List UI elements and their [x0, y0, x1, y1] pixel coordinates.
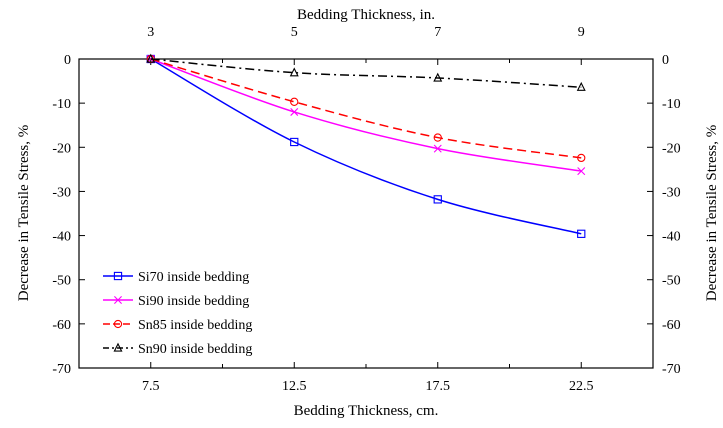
series-2: [146, 55, 586, 176]
data-point: [290, 137, 299, 147]
legend: Si70 inside bedding Si90 inside bedding Sn…: [103, 270, 252, 357]
x-bottom-tick-label: 22.5: [569, 379, 594, 394]
y-right-tick-label: -30: [662, 185, 681, 200]
data-point: [146, 53, 156, 63]
y-right-tick-label: -60: [662, 318, 681, 333]
legend-item: Sn85 inside bedding: [103, 318, 252, 333]
y-axis-right: 0 -10 -20 -30 -40 -50 -60 -70: [647, 53, 681, 377]
legend-item: Sn90 inside bedding: [103, 342, 252, 357]
data-point: [290, 107, 299, 116]
x-axis-top: 3 5 7 9: [147, 25, 585, 65]
x-axis-title-top: Bedding Thickness, in.: [297, 7, 435, 23]
y-left-tick-label: -10: [52, 97, 71, 112]
legend-label: Si90 inside bedding: [138, 294, 249, 309]
x-top-tick-label: 7: [434, 25, 441, 40]
x-axis-bottom: 7.5 12.5 17.5 22.5: [142, 362, 594, 394]
x-bottom-tick-label: 12.5: [282, 379, 307, 394]
series-3: [146, 54, 586, 163]
y-axis-title-left: Decrease in Tensile Stress, %: [16, 125, 32, 302]
legend-label: Sn90 inside bedding: [138, 342, 252, 357]
x-axis-title-bottom: Bedding Thickness, cm.: [294, 403, 439, 419]
y-left-tick-label: -60: [52, 318, 71, 333]
data-point: [433, 72, 443, 82]
y-left-tick-label: -20: [52, 141, 71, 156]
y-left-tick-label: 0: [64, 53, 71, 68]
legend-marker: [113, 271, 123, 281]
data-point: [433, 133, 442, 142]
series-line: [150, 58, 582, 235]
data-point: [576, 81, 586, 91]
legend-item: Si70 inside bedding: [103, 270, 249, 285]
legend-label: Si70 inside bedding: [138, 270, 249, 285]
y-right-tick-label: -70: [662, 362, 681, 377]
y-left-tick-label: -40: [52, 230, 71, 245]
y-axis-title-right: Decrease in Tensile Stress, %: [704, 125, 720, 302]
y-right-tick-label: -20: [662, 141, 681, 156]
data-point: [577, 153, 586, 163]
series-4: [146, 53, 586, 91]
x-top-tick-label: 3: [147, 25, 154, 40]
legend-marker: [114, 296, 122, 304]
y-axis-left: 0 -10 -20 -30 -40 -50 -60 -70: [52, 53, 85, 377]
data-point: [433, 195, 442, 204]
data-point: [433, 144, 442, 153]
y-left-tick-label: -30: [52, 185, 71, 200]
y-left-tick-label: -70: [52, 362, 71, 377]
x-top-tick-label: 9: [578, 25, 585, 40]
legend-item: Si90 inside bedding: [103, 294, 249, 309]
y-right-tick-label: 0: [662, 53, 669, 68]
series-line: [150, 58, 582, 159]
x-bottom-tick-label: 7.5: [142, 379, 160, 394]
legend-marker: [113, 319, 123, 329]
legend-marker: [113, 342, 123, 352]
data-point: [577, 167, 586, 176]
series-line: [150, 58, 582, 172]
data-point: [577, 229, 586, 238]
series-line: [150, 58, 582, 88]
y-right-tick-label: -10: [662, 97, 681, 112]
series-group: [146, 53, 586, 238]
y-right-tick-label: -40: [662, 230, 681, 245]
x-bottom-tick-label: 17.5: [426, 379, 451, 394]
y-left-tick-label: -50: [52, 274, 71, 289]
data-point: [290, 97, 299, 106]
data-point: [289, 67, 299, 77]
x-top-tick-label: 5: [291, 25, 298, 40]
legend-label: Sn85 inside bedding: [138, 318, 252, 333]
y-right-tick-label: -50: [662, 274, 681, 289]
